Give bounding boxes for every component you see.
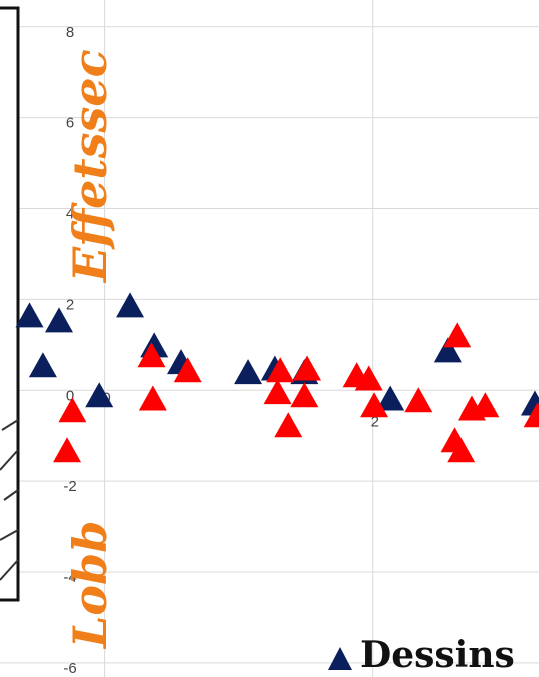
point: [44, 307, 73, 333]
y-tick-label: -6: [63, 660, 76, 677]
point: [404, 387, 433, 413]
point: [137, 342, 166, 368]
legend: Dessins: [328, 634, 515, 676]
point: [360, 392, 389, 418]
point: [376, 385, 405, 411]
point: [116, 292, 145, 318]
point: [58, 397, 87, 423]
x-tick-label: 2: [371, 413, 379, 430]
point: [85, 382, 114, 408]
point: [266, 357, 295, 383]
point: [293, 355, 322, 381]
y-tick-label: -4: [63, 569, 76, 586]
inset-image: [0, 6, 20, 602]
point: [447, 437, 476, 463]
point: [138, 385, 167, 411]
y-tick-label: 6: [66, 115, 74, 132]
point: [443, 322, 472, 348]
point: [263, 379, 292, 405]
point: [433, 337, 462, 363]
marks: [15, 292, 539, 463]
point: [15, 302, 44, 328]
point: [523, 402, 539, 428]
side-label-bottom: Lobb: [63, 521, 117, 650]
point: [274, 412, 303, 438]
point: [28, 352, 57, 378]
point: [471, 392, 500, 418]
point: [173, 357, 202, 383]
y-tick-label: 4: [66, 206, 74, 223]
y-tick-label: 8: [66, 24, 74, 41]
y-tick-label: 0: [66, 387, 74, 404]
point: [53, 437, 82, 463]
point: [290, 382, 319, 408]
y-tick-label: -2: [63, 478, 76, 495]
point: [354, 365, 383, 391]
side-label-top: Effetssec: [63, 49, 117, 284]
legend-label: Dessins: [360, 634, 515, 676]
point: [234, 359, 263, 385]
legend-marker: [328, 647, 352, 670]
y-tick-label: 2: [66, 296, 74, 313]
